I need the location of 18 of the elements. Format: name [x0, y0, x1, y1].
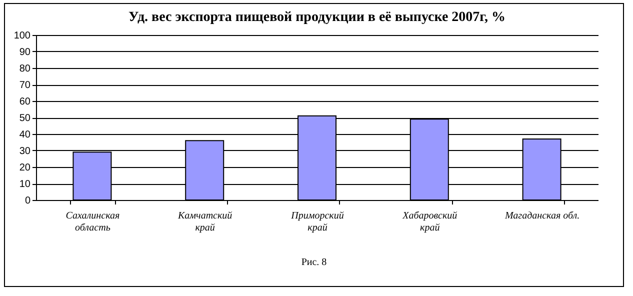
x-tick-label: Магаданская обл. — [504, 210, 580, 222]
y-tick-label: 80 — [19, 64, 31, 74]
y-tick-label: 90 — [19, 47, 31, 58]
y-tick-label: 0 — [24, 196, 31, 206]
chart-title: Уд. вес экспорта пищевой продукции в её выпуске 2007г, % — [128, 10, 506, 25]
y-tick-label: 30 — [19, 146, 31, 157]
y-tick-label: 20 — [19, 162, 31, 174]
x-tick-label: Сахалинская область — [66, 210, 120, 234]
x-tick-label: Хабаровский край — [402, 210, 458, 234]
x-tick-label: Приморский край — [290, 210, 344, 234]
y-tick-label: 100 — [14, 30, 31, 42]
x-tick-label: Камчатский край — [177, 210, 232, 234]
y-tick-label: 10 — [19, 179, 31, 190]
y-tick-label: 50 — [19, 113, 31, 124]
y-tick-label: 40 — [19, 130, 31, 140]
y-tick-label: 70 — [19, 80, 31, 91]
text: Рис. 8 — [300, 257, 328, 268]
y-tick-label: 60 — [19, 96, 31, 108]
